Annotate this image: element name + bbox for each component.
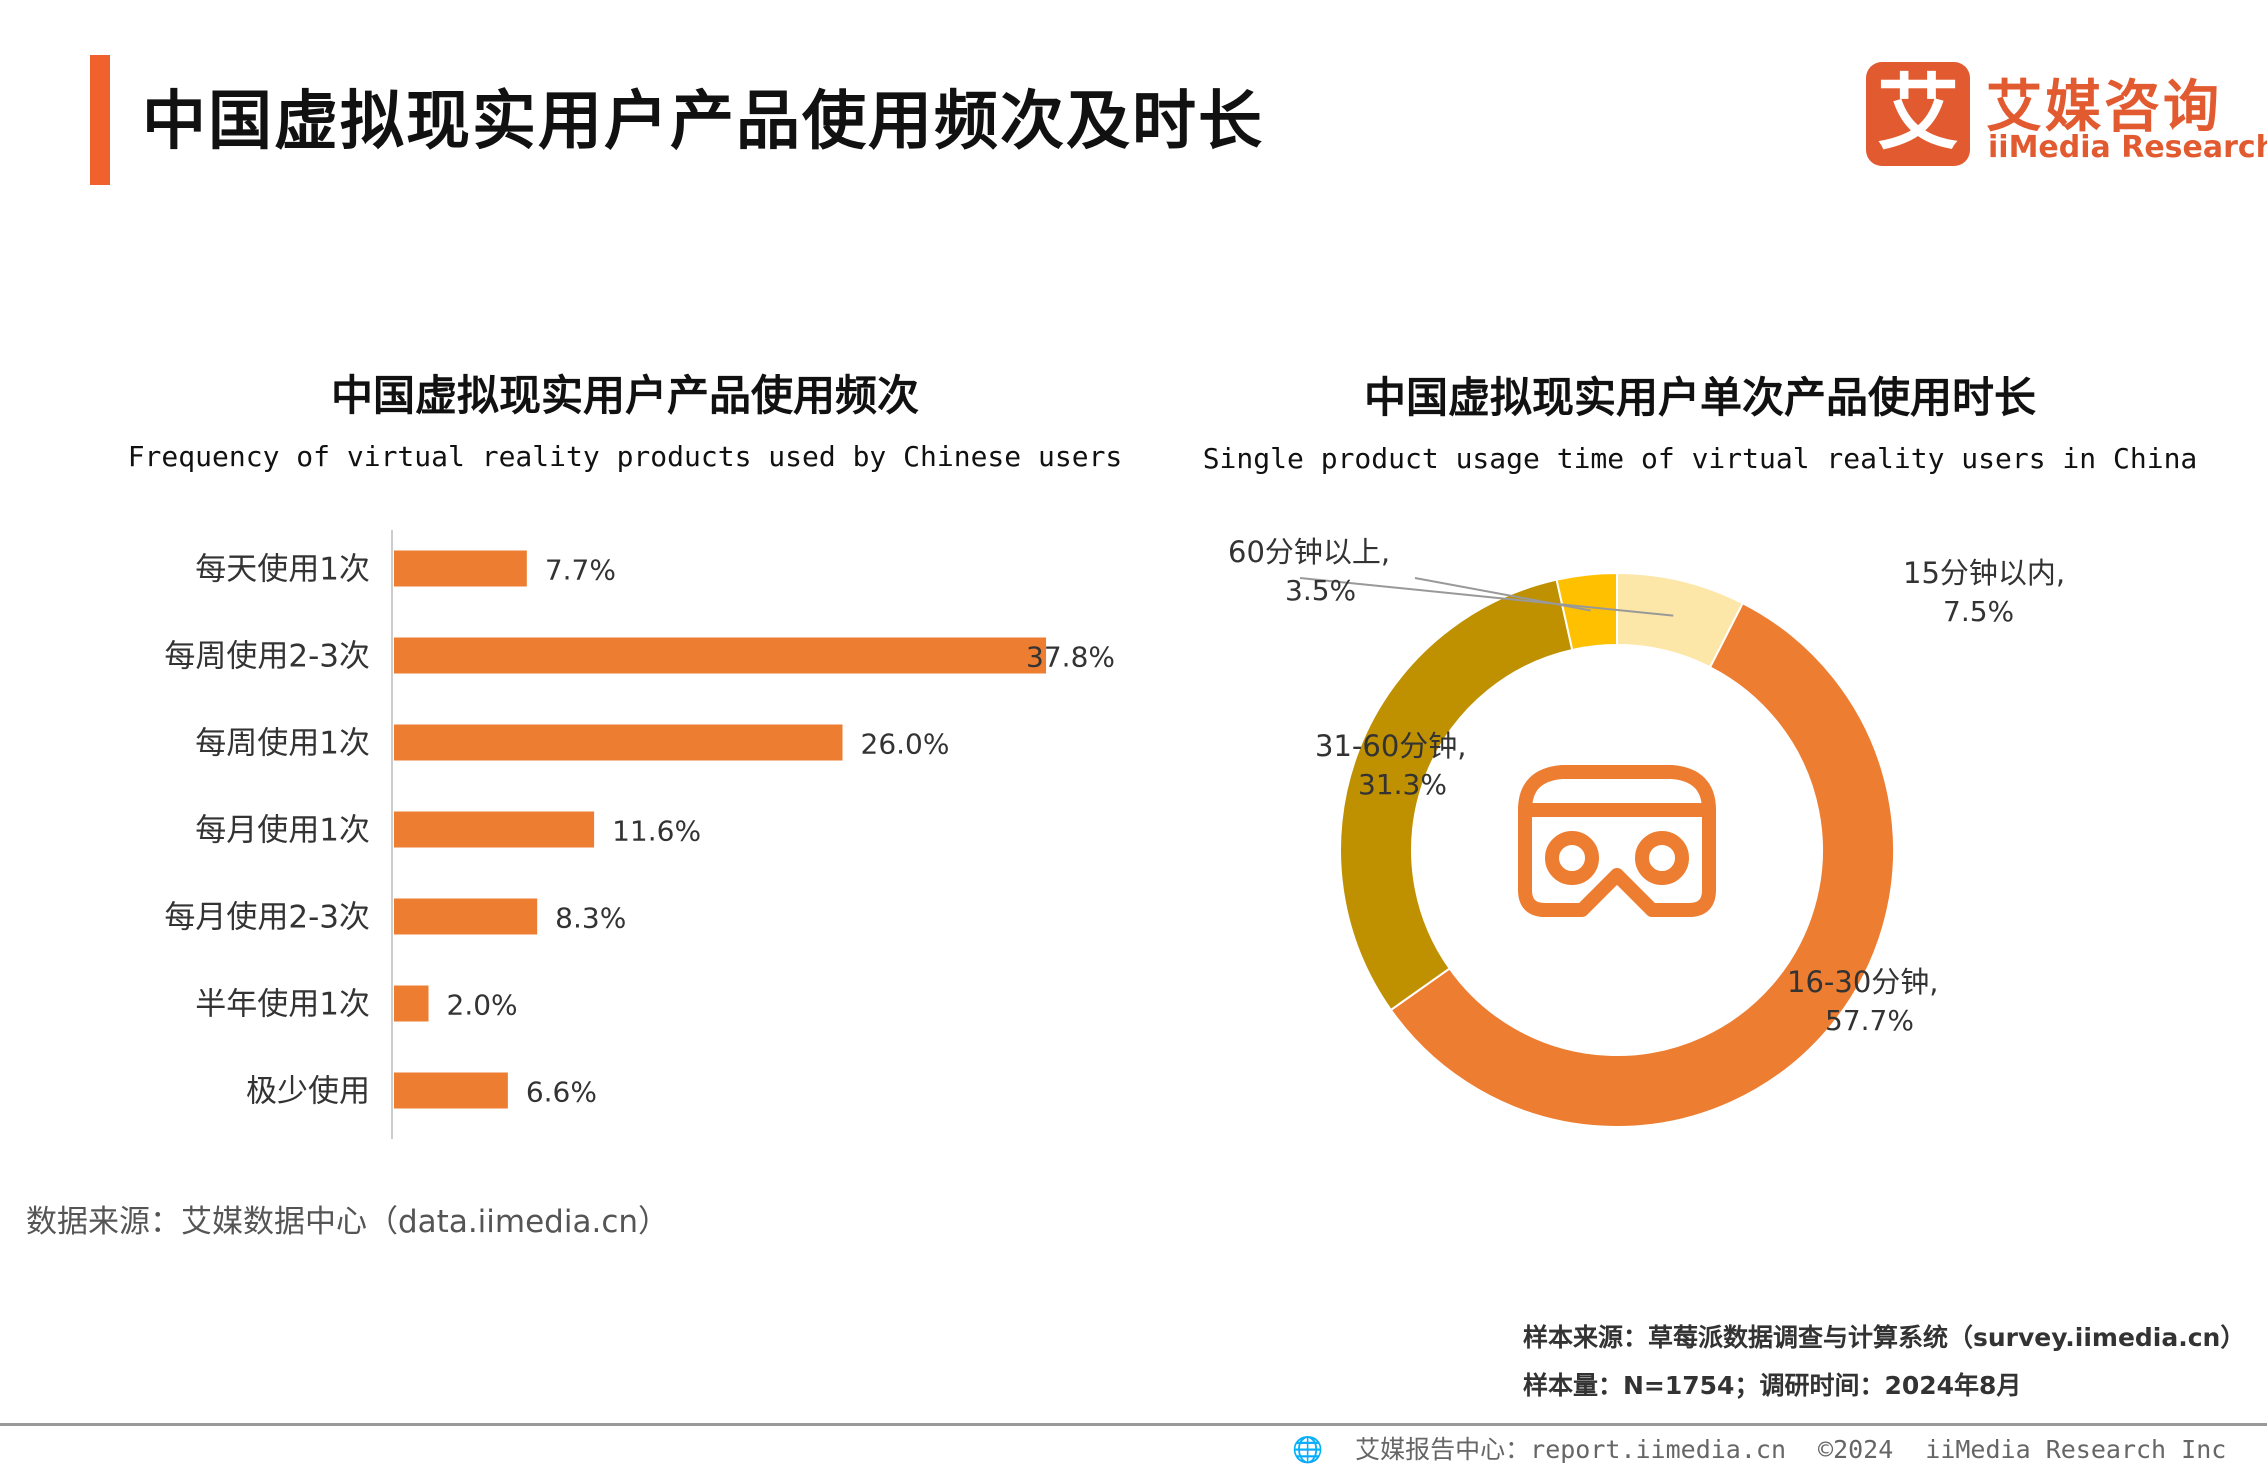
slice-label: 15分钟以内, bbox=[1903, 556, 2065, 590]
bar-value-label: 26.0% bbox=[861, 728, 950, 761]
bar bbox=[394, 811, 595, 848]
bar-value-label: 8.3% bbox=[555, 902, 626, 935]
bar-category-label: 极少使用 bbox=[246, 1074, 370, 1110]
bar bbox=[394, 985, 429, 1022]
bar-category-label: 半年使用1次 bbox=[195, 987, 370, 1023]
bar-value-label: 7.7% bbox=[545, 554, 616, 587]
bar bbox=[394, 724, 843, 761]
bar-category-label: 每天使用1次 bbox=[195, 552, 370, 588]
logo-mark-icon: 艾 bbox=[1866, 62, 1970, 166]
footer-copyright: ©2024 bbox=[1818, 1435, 1894, 1464]
logo-cn-text: 艾媒咨询 bbox=[1986, 75, 2222, 140]
footer-center-link[interactable]: 艾媒报告中心：report.iimedia.cn bbox=[1355, 1435, 1787, 1464]
bar bbox=[394, 550, 527, 587]
bar bbox=[394, 637, 1047, 674]
bar-chart-title: 中国虚拟现实用户产品使用频次 bbox=[330, 371, 919, 420]
donut-chart-title: 中国虚拟现实用户单次产品使用时长 bbox=[1363, 373, 2036, 422]
sample-source: 样本来源：草莓派数据调查与计算系统（survey.iimedia.cn） bbox=[1523, 1323, 2246, 1352]
slice-value-label: 57.7% bbox=[1825, 1004, 1914, 1037]
page-title: 中国虚拟现实用户产品使用频次及时长 bbox=[142, 85, 1264, 159]
bar-value-label: 37.8% bbox=[1026, 641, 1115, 674]
bar-value-label: 6.6% bbox=[526, 1076, 597, 1109]
frequency-bar-chart: 每天使用1次 7.7% 每周使用2-3次 37.8% 每周使用1次 26.0% 每月使用1次… bbox=[164, 530, 1115, 1139]
vr-headset-icon bbox=[1518, 765, 1716, 917]
slice-label: 16-30分钟, bbox=[1787, 965, 1939, 999]
bar-value-label: 2.0% bbox=[447, 989, 518, 1022]
bar bbox=[394, 898, 538, 935]
bar-category-label: 每周使用2-3次 bbox=[164, 639, 370, 675]
donut-chart-subtitle: Single product usage time of virtual rea… bbox=[1202, 442, 2198, 475]
bar bbox=[394, 1072, 508, 1109]
bar-value-label: 11.6% bbox=[612, 815, 701, 848]
bar-category-label: 每周使用1次 bbox=[195, 726, 370, 762]
globe-icon: 🌐 bbox=[1292, 1435, 1324, 1464]
footer: 🌐 艾媒报告中心：report.iimedia.cn ©2024 iiMedia Re… bbox=[1292, 1430, 2258, 1466]
slice-value-label: 3.5% bbox=[1285, 574, 1356, 607]
slice-label: 31-60分钟, bbox=[1315, 729, 1467, 763]
footer-divider bbox=[0, 1423, 2267, 1426]
footer-company: iiMedia Research Inc bbox=[1925, 1435, 2227, 1464]
data-source: 数据来源：艾媒数据中心（data.iimedia.cn） bbox=[26, 1204, 670, 1240]
donut-slice bbox=[1389, 601, 1895, 1128]
logo-en-text: iiMedia Research bbox=[1988, 130, 2267, 165]
donut-slice bbox=[1339, 578, 1574, 1012]
leader-line bbox=[1414, 577, 1591, 612]
leader-line bbox=[1299, 577, 1674, 617]
slice-label: 60分钟以上, bbox=[1228, 535, 1390, 569]
bar-category-label: 每月使用2-3次 bbox=[164, 900, 370, 936]
usage-time-donut-chart: 15分钟以内, 7.5% 16-30分钟, 57.7% 31-60分钟, 31.3% 60分… bbox=[1228, 535, 2065, 1128]
slice-value-label: 7.5% bbox=[1943, 595, 2014, 628]
title-accent-bar bbox=[90, 55, 110, 185]
slice-value-label: 31.3% bbox=[1358, 768, 1447, 801]
brand-logo: 艾 艾媒咨询 iiMedia Research bbox=[1866, 62, 2267, 172]
bar-chart-subtitle: Frequency of virtual reality products us… bbox=[127, 440, 1123, 473]
bar-category-label: 每月使用1次 bbox=[195, 813, 370, 849]
sample-size: 样本量：N=1754；调研时间：2024年8月 bbox=[1523, 1371, 2022, 1400]
